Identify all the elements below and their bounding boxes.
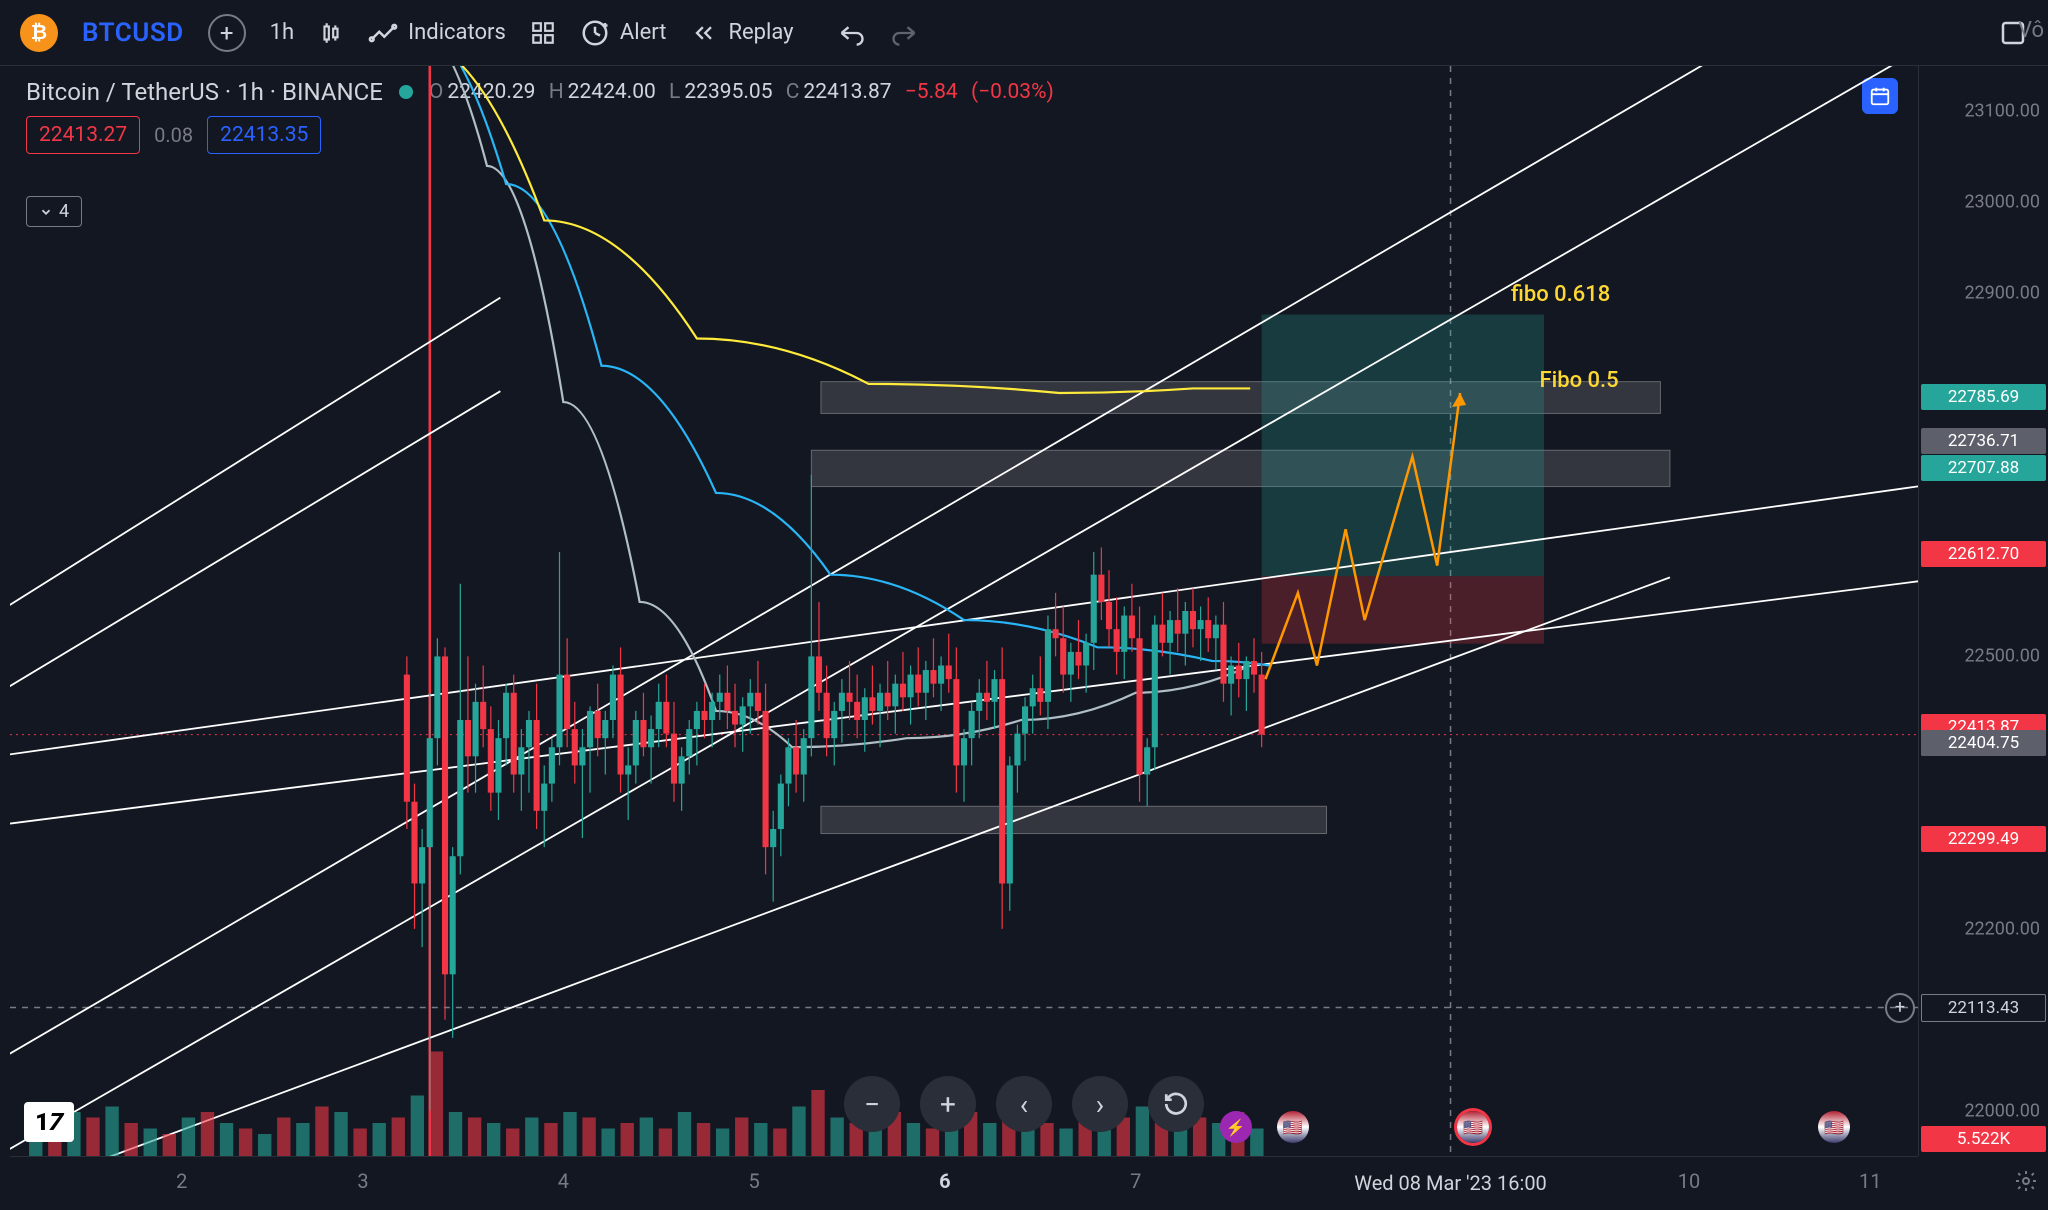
replay-label: Replay — [728, 20, 793, 45]
zoom-in-button[interactable]: + — [920, 1076, 976, 1132]
price-tag: 22404.75 — [1921, 730, 2046, 756]
symbol-name[interactable]: BTCUSD — [82, 18, 184, 48]
redo-button[interactable] — [890, 19, 918, 47]
time-label: 6 — [939, 1169, 950, 1193]
candle-type-button[interactable] — [318, 20, 344, 46]
price-tag: 22785.69 — [1921, 384, 2046, 410]
price-gridline-label: 22200.00 — [1964, 918, 2040, 939]
price-tag: 22113.43 — [1921, 994, 2046, 1022]
time-label: 3 — [357, 1169, 368, 1193]
undo-button[interactable] — [838, 19, 866, 47]
time-label: 2 — [176, 1169, 187, 1193]
add-alert-button[interactable]: + — [1885, 993, 1915, 1023]
event-flag-icon[interactable]: 🇺🇸 — [1457, 1111, 1489, 1143]
templates-button[interactable] — [530, 20, 556, 46]
zoom-out-button[interactable]: − — [844, 1076, 900, 1132]
time-axis-settings-icon[interactable] — [2014, 1169, 2038, 1197]
price-gridline-label: 22500.00 — [1964, 646, 2040, 667]
tradingview-logo: 17 — [24, 1102, 74, 1142]
indicators-label: Indicators — [408, 20, 506, 45]
price-tag: 22299.49 — [1921, 826, 2046, 852]
btc-icon: ₿ — [20, 14, 58, 52]
time-label: 10 — [1678, 1169, 1700, 1193]
chart-area[interactable] — [10, 66, 1918, 1156]
chart-annotation-text[interactable]: fibo 0.618 — [1511, 282, 1610, 307]
price-tag: 5.522K — [1921, 1126, 2046, 1152]
event-flag-icon[interactable]: 🇺🇸 — [1277, 1111, 1309, 1143]
crosshair-time-label: Wed 08 Mar '23 16:00 — [1346, 1169, 1555, 1197]
replay-button[interactable]: Replay — [690, 19, 793, 47]
price-tag: 22707.88 — [1921, 455, 2046, 481]
time-label: 4 — [558, 1169, 569, 1193]
scroll-left-button[interactable]: ‹ — [996, 1076, 1052, 1132]
reset-button[interactable] — [1148, 1076, 1204, 1132]
time-label: 5 — [748, 1169, 759, 1193]
add-symbol-button[interactable]: + — [208, 14, 246, 52]
user-label[interactable]: Vô — [2018, 18, 2044, 43]
price-gridline-label: 23100.00 — [1964, 101, 2040, 122]
price-axis[interactable]: 23100.00 23000.00 22900.00 22500.00 22200.00… — [1918, 66, 2048, 1156]
alert-button[interactable]: Alert — [580, 18, 667, 48]
time-label: 11 — [1859, 1169, 1881, 1193]
time-axis[interactable]: 2 3 4 5 6 7 10 11 Wed 08 Mar '23 16:00 — [10, 1156, 1918, 1210]
time-label: 7 — [1130, 1169, 1141, 1193]
chart-annotation-text[interactable]: Fibo 0.5 — [1540, 368, 1619, 393]
indicators-button[interactable]: Indicators — [368, 18, 506, 48]
alert-label: Alert — [620, 20, 667, 45]
top-toolbar: ₿ BTCUSD + 1h Indicators Alert Replay Vô — [0, 0, 2048, 66]
event-flag-icon[interactable]: ⚡ — [1220, 1111, 1252, 1143]
price-tag: 22736.71 — [1921, 428, 2046, 454]
price-tag: 22612.70 — [1921, 541, 2046, 567]
price-gridline-label: 23000.00 — [1964, 192, 2040, 213]
price-gridline-label: 22900.00 — [1964, 283, 2040, 304]
chart-nav-controls: − + ‹ › — [844, 1076, 1204, 1132]
event-flag-icon[interactable]: 🇺🇸 — [1818, 1111, 1850, 1143]
timeframe-selector[interactable]: 1h — [270, 20, 294, 45]
scroll-right-button[interactable]: › — [1072, 1076, 1128, 1132]
price-gridline-label: 22000.00 — [1964, 1100, 2040, 1121]
